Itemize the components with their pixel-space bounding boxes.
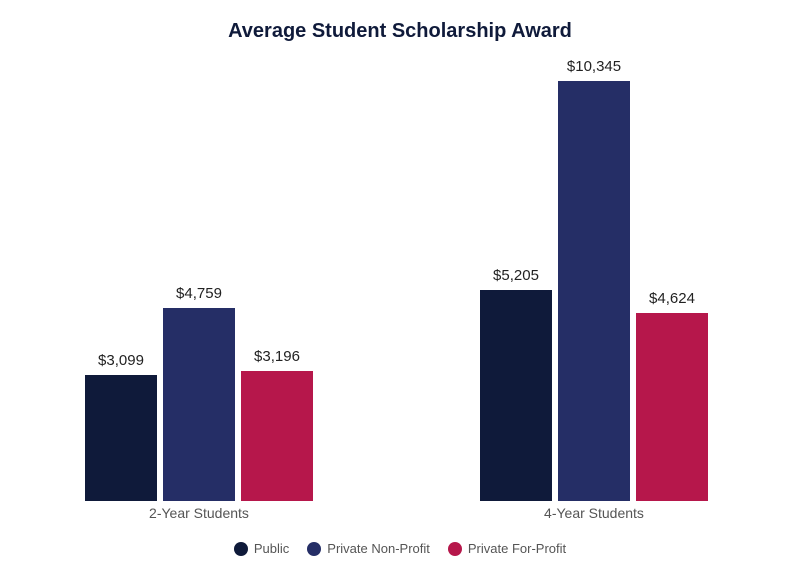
legend-item: Private For-Profit: [448, 541, 566, 556]
scholarship-bar-chart: Average Student Scholarship Award $3,099…: [0, 0, 800, 579]
bar-group: $3,099$4,759$3,196: [85, 308, 313, 501]
legend-label: Private Non-Profit: [327, 541, 430, 556]
chart-title: Average Student Scholarship Award: [30, 20, 770, 43]
bar: $3,196: [241, 371, 313, 501]
legend: Public Private Non-Profit Private For-Prof…: [30, 541, 770, 556]
legend-item: Private Non-Profit: [307, 541, 430, 556]
bar-value-label: $4,624: [649, 290, 695, 307]
legend-item: Public: [234, 541, 289, 556]
bar: $10,345: [558, 81, 630, 501]
category-label: 4-Year Students: [480, 505, 708, 521]
plot-area: $3,099$4,759$3,1962-Year Students$5,205$…: [30, 61, 770, 501]
legend-label: Public: [254, 541, 289, 556]
legend-swatch: [307, 542, 321, 556]
bar-value-label: $10,345: [567, 58, 621, 75]
legend-label: Private For-Profit: [468, 541, 566, 556]
legend-swatch: [234, 542, 248, 556]
legend-swatch: [448, 542, 462, 556]
bar-group: $5,205$10,345$4,624: [480, 81, 708, 501]
bar-value-label: $3,099: [98, 352, 144, 369]
bar-value-label: $4,759: [176, 285, 222, 302]
bar: $4,759: [163, 308, 235, 501]
bar: $4,624: [636, 313, 708, 501]
bar-value-label: $3,196: [254, 348, 300, 365]
category-label: 2-Year Students: [85, 505, 313, 521]
bar: $3,099: [85, 375, 157, 501]
bar-value-label: $5,205: [493, 267, 539, 284]
bar: $5,205: [480, 290, 552, 501]
